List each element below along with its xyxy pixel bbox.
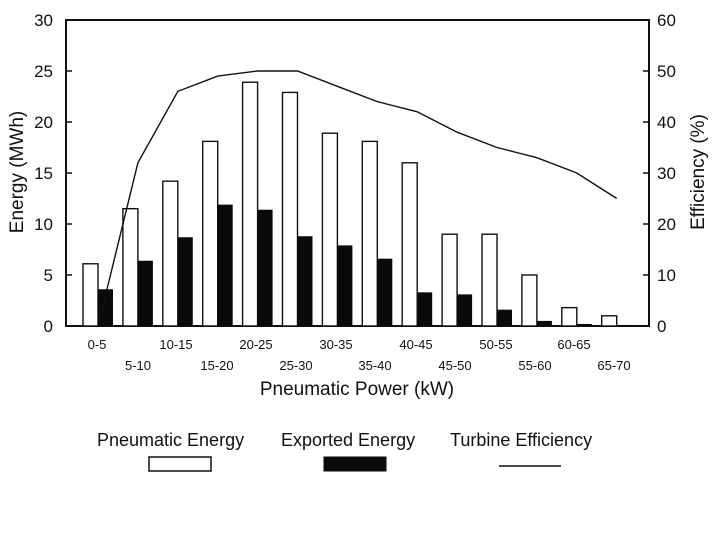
y2-tick-label: 20 [657, 215, 676, 234]
legend-label-turbine-efficiency: Turbine Efficiency [450, 430, 592, 450]
y2-tick-label: 0 [657, 317, 666, 336]
x-category-label: 25-30 [279, 358, 312, 373]
bar-pneumatic-energy [521, 274, 538, 327]
chart-marks [66, 19, 649, 327]
bar-exported-energy [177, 237, 193, 326]
y2-tick-label: 40 [657, 113, 676, 132]
legend-label-exported-energy: Exported Energy [281, 430, 415, 450]
bar-pneumatic-energy [201, 140, 219, 327]
y2-axis-title: Efficiency (%) [688, 114, 709, 230]
bar-pneumatic-energy [361, 140, 378, 327]
bar-pneumatic-energy [281, 91, 299, 327]
y-tick-label: 10 [34, 215, 53, 234]
x-category-label: 20-25 [239, 337, 272, 352]
x-category-label: 10-15 [159, 337, 192, 352]
x-category-label: 0-5 [88, 337, 107, 352]
legend-swatch-pneumatic-energy [148, 456, 212, 472]
x-category-label: 15-20 [200, 358, 233, 373]
plot-frame [65, 19, 650, 327]
line-turbine-efficiency [97, 70, 618, 327]
y-tick-label: 15 [34, 164, 53, 183]
y-tick-label: 5 [44, 266, 53, 285]
bar-pneumatic-energy [122, 207, 139, 327]
y-tick-label: 20 [34, 113, 53, 132]
bar-pneumatic-energy [481, 233, 498, 327]
bar-pneumatic-energy [441, 233, 458, 327]
bar-exported-energy [377, 258, 393, 326]
bar-exported-energy [497, 309, 512, 326]
y-tick-label: 0 [44, 317, 53, 336]
bar-exported-energy [576, 323, 592, 326]
x-axis-title: Pneumatic Power (kW) [260, 379, 454, 400]
x-category-label: 45-50 [438, 358, 471, 373]
y2-tick-label: 10 [657, 266, 676, 285]
bar-exported-energy [417, 292, 433, 326]
bar-exported-energy [616, 324, 632, 326]
y-tick-label: 25 [34, 62, 53, 81]
x-category-label: 5-10 [125, 358, 151, 373]
bar-pneumatic-energy [82, 263, 99, 327]
bar-exported-energy [337, 245, 353, 326]
bar-exported-energy [217, 204, 233, 326]
bar-exported-energy [98, 289, 113, 326]
y-axis-title: Energy (MWh) [7, 111, 28, 233]
bar-pneumatic-energy [601, 315, 618, 327]
x-category-label: 40-45 [399, 337, 432, 352]
bar-pneumatic-energy [321, 132, 339, 327]
bar-exported-energy [297, 236, 313, 326]
y2-tick-label: 60 [657, 11, 676, 30]
x-category-label: 60-65 [557, 337, 590, 352]
bar-exported-energy [257, 209, 273, 326]
bar-pneumatic-energy [241, 81, 259, 327]
x-category-label: 50-55 [479, 337, 512, 352]
bar-exported-energy [137, 260, 153, 326]
y-tick-label: 30 [34, 11, 53, 30]
bar-exported-energy [457, 294, 473, 326]
legend-swatch-exported-energy [323, 456, 387, 472]
x-category-label: 65-70 [597, 358, 630, 373]
x-category-label: 35-40 [358, 358, 391, 373]
x-category-label: 55-60 [518, 358, 551, 373]
y2-tick-label: 50 [657, 62, 676, 81]
bar-pneumatic-energy [401, 162, 418, 327]
bar-pneumatic-energy [561, 306, 578, 327]
y2-tick-label: 30 [657, 164, 676, 183]
bar-exported-energy [536, 320, 552, 326]
x-category-label: 30-35 [319, 337, 352, 352]
bar-pneumatic-energy [162, 180, 179, 327]
legend-label-pneumatic-energy: Pneumatic Energy [97, 430, 244, 450]
